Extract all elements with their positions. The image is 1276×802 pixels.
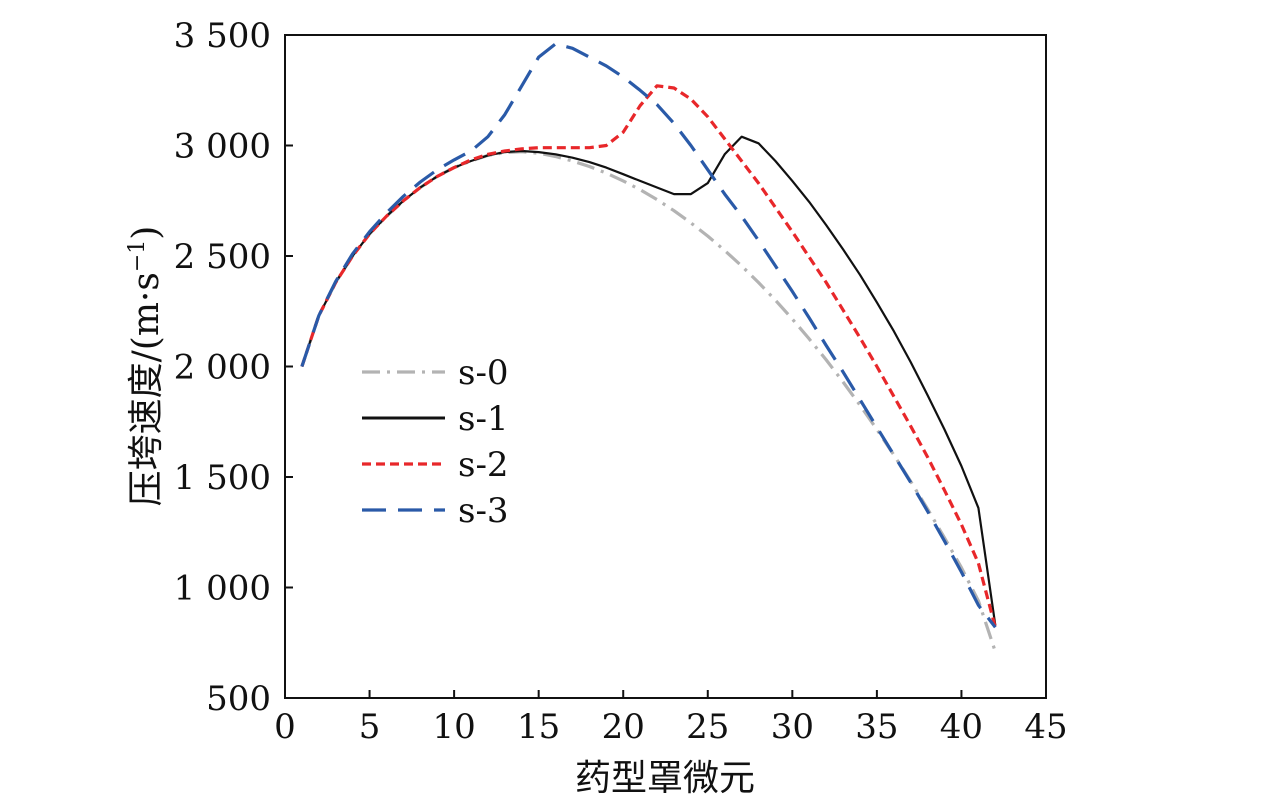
legend-label-s-0: s-0 (458, 353, 509, 393)
x-tick-label: 25 (686, 707, 729, 747)
y-axis-title-s: s (126, 272, 167, 290)
series-line-s-1 (300, 135, 997, 626)
y-tick-label: 1 500 (174, 458, 271, 498)
x-tick-label: 10 (432, 707, 475, 747)
legend-label-s-1: s-1 (458, 399, 509, 439)
x-tick-label: 20 (602, 707, 645, 747)
y-axis-title-exponent: −1 (125, 240, 150, 272)
y-axis-ticks: 500 1 000 1 500 2 000 2 500 3 000 3 500 (174, 16, 293, 719)
x-tick-label: 5 (359, 707, 381, 747)
x-tick-label: 40 (940, 707, 983, 747)
y-tick-label: 3 000 (174, 127, 271, 167)
y-axis-title: 压垮速度/(m·s−1) (125, 226, 167, 507)
x-tick-label: 35 (855, 707, 898, 747)
y-axis-title-main: 压垮速度/(m (126, 302, 167, 506)
series-line-s-2 (300, 84, 997, 628)
series-line-s-0 (300, 150, 997, 653)
series-line-s-3 (300, 42, 997, 629)
y-axis-title-dot: · (126, 291, 167, 302)
y-tick-label: 2 000 (174, 348, 271, 388)
x-axis-ticks: 0 5 10 15 20 25 30 35 40 45 (274, 690, 1068, 747)
series-layer (300, 42, 997, 653)
x-tick-label: 30 (771, 707, 814, 747)
legend: s-0 s-1 s-2 s-3 (362, 353, 509, 531)
y-tick-label: 2 500 (174, 237, 271, 277)
legend-label-s-2: s-2 (458, 445, 509, 485)
plot-frame (284, 34, 1047, 699)
x-tick-label: 45 (1024, 707, 1067, 747)
x-axis-title: 药型罩微元 (575, 758, 755, 799)
y-axis-title-close: ) (126, 226, 167, 240)
y-tick-label: 500 (206, 679, 271, 719)
y-tick-label: 1 000 (174, 569, 271, 609)
x-tick-label: 0 (274, 707, 296, 747)
y-tick-label: 3 500 (174, 16, 271, 56)
x-tick-label: 15 (517, 707, 560, 747)
legend-label-s-3: s-3 (458, 491, 509, 531)
